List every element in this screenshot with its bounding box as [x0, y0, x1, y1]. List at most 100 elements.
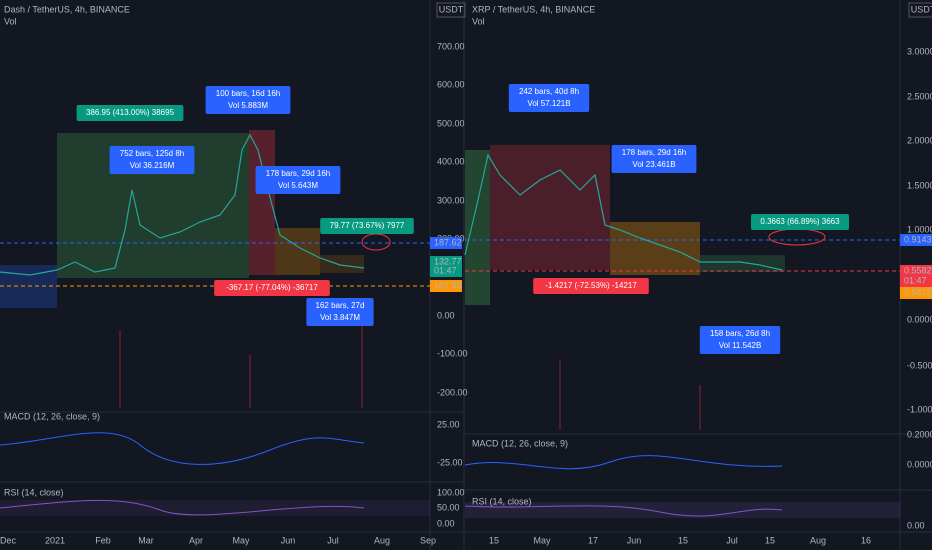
price-tag	[430, 237, 462, 249]
price-tick-label: 0.00	[437, 310, 455, 320]
x-tick-label: May	[232, 535, 250, 545]
annotation-box	[255, 166, 341, 194]
annotation-text: Vol 5.643M	[278, 181, 318, 190]
annotation: 242 bars, 40d 8h Vol 57.121B	[508, 84, 590, 112]
price-tag-label: 0.5582	[904, 265, 932, 275]
annotation-box	[76, 105, 184, 121]
annotation-text: 752 bars, 125d 8h	[120, 149, 185, 158]
rsi-label: RSI (14, close)	[4, 487, 64, 497]
x-tick-label: Apr	[189, 535, 203, 545]
currency: USDT	[911, 4, 932, 14]
annotation-box	[699, 326, 781, 354]
price-path	[0, 133, 365, 276]
annotation-text: Vol 11.542B	[719, 341, 762, 350]
annotation-text: 158 bars, 26d 8h	[710, 329, 770, 338]
price-tag	[900, 234, 932, 246]
annotation-text: 386.95 (413.00%) 38695	[86, 108, 175, 117]
price-tick-label: -100.00	[437, 348, 468, 358]
macd-tick-label: 25.00	[437, 419, 460, 429]
price-tick-label: 2.5000	[907, 91, 932, 101]
price-tick-label: 1.0000	[907, 224, 932, 234]
price-tick-label: 600.00	[437, 79, 465, 89]
x-tick-label: Jun	[627, 535, 642, 545]
x-tick-label: Aug	[810, 535, 826, 545]
annotation-text: Vol 57.121B	[527, 99, 570, 108]
macd-label: MACD (12, 26, close, 9)	[472, 438, 568, 448]
x-tick-label: 15	[765, 535, 775, 545]
price-tick-label: 500.00	[437, 118, 465, 128]
chart-title: XRP / TetherUS, 4h, BINANCE	[472, 4, 595, 14]
annotation-text: 178 bars, 29d 16h	[266, 169, 331, 178]
price-tick-label: 0.0000	[907, 314, 932, 324]
price-tick-label: 300.00	[437, 195, 465, 205]
annotation-box	[306, 298, 374, 326]
annotation: 79.77 (73.67%) 7977	[320, 218, 414, 234]
price-tick-label: 2.0000	[907, 135, 932, 145]
annotation-box	[508, 84, 590, 112]
x-tick-label: 2021	[45, 535, 65, 545]
currency: USDT	[439, 4, 464, 14]
rsi-decor	[0, 499, 365, 516]
price-tag-label: 0.9143	[904, 234, 932, 244]
currency-box	[436, 2, 466, 18]
currency-box	[908, 2, 932, 18]
price-tag	[900, 275, 932, 287]
price-tag-label: 187.62	[434, 237, 462, 247]
price-tick-label: -200.00	[437, 387, 468, 397]
price-tick-label: -1.0000	[907, 404, 932, 414]
macd-label: MACD (12, 26, close, 9)	[4, 411, 100, 421]
annotation-text: Vol 36.216M	[130, 161, 175, 170]
annotation-box	[751, 214, 849, 230]
rsi-decor	[464, 505, 783, 517]
rsi-label: RSI (14, close)	[472, 496, 532, 506]
price-tick-label: 3.0000	[907, 46, 932, 56]
x-tick-label: Mar	[138, 535, 154, 545]
macd-tick-label: 0.0000	[907, 459, 932, 469]
x-tick-label: Jun	[281, 535, 296, 545]
price-tag-label: 01:47	[434, 265, 457, 275]
annotation-box	[611, 145, 697, 173]
price-tick-label: -0.5000	[907, 360, 932, 370]
x-tick-label: May	[533, 535, 551, 545]
macd-tick-label: -25.00	[437, 457, 463, 467]
annotation-text: Vol 5.883M	[228, 101, 268, 110]
price-tick-label: 1.5000	[907, 180, 932, 190]
rsi-tick-label: 100.00	[437, 487, 465, 497]
annotation: 178 bars, 29d 16h Vol 23.461B	[611, 145, 697, 173]
x-tick-label: 15	[489, 535, 499, 545]
chart-title: Dash / TetherUS, 4h, BINANCE	[4, 4, 130, 14]
annotation: -1.4217 (-72.53%) -14217	[533, 278, 649, 294]
price-tag	[430, 265, 462, 277]
price-tag	[900, 265, 932, 277]
price-tag	[430, 280, 462, 292]
x-tick-label: Aug	[374, 535, 390, 545]
x-tick-label: Jul	[327, 535, 339, 545]
annotation: -367.17 (-77.04%) -36717	[214, 280, 330, 296]
level-lines	[0, 239, 900, 287]
annotation-box	[109, 146, 195, 174]
price-tag-label: 132.77	[434, 256, 462, 266]
annotation-text: 0.3663 (66.89%) 3663	[760, 217, 840, 226]
price-tick-label: 400.00	[437, 156, 465, 166]
annotation-text: 242 bars, 40d 8h	[519, 87, 579, 96]
rsi-tick-label: 0.00	[437, 518, 455, 528]
volume-label: Vol	[472, 16, 485, 26]
annotation: 162 bars, 27d Vol 3.847M	[306, 298, 374, 326]
annotation: 158 bars, 26d 8h Vol 11.542B	[699, 326, 781, 354]
x-tick-label: Jul	[726, 535, 738, 545]
annotation: 100 bars, 16d 16h Vol 5.883M	[205, 86, 291, 114]
annotation-text: -1.4217 (-72.53%) -14217	[545, 281, 637, 290]
annotation-box	[320, 218, 414, 234]
price-tag-label: 107.55	[434, 280, 462, 290]
x-tick-label: Dec	[0, 535, 16, 545]
volume-decor	[119, 320, 701, 430]
annotation-box	[214, 280, 330, 296]
x-tick-label: Feb	[95, 535, 111, 545]
annotation-box	[205, 86, 291, 114]
annotation: 178 bars, 29d 16h Vol 5.643M	[255, 166, 341, 194]
x-tick-label: 15	[678, 535, 688, 545]
annotation-box	[533, 278, 649, 294]
rsi-tick-label: 50.00	[437, 502, 460, 512]
